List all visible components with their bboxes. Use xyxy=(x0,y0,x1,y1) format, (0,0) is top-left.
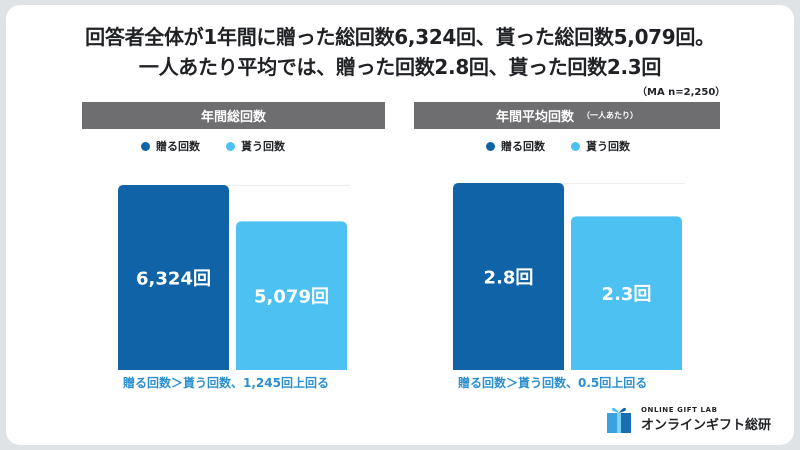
brand-name-ja: オンラインギフト総研 xyxy=(641,417,772,433)
brand-name-en: ONLINE GIFT LAB xyxy=(641,405,718,414)
legend-swatch-receive xyxy=(571,141,580,151)
legend-label-give: 贈る回数 xyxy=(501,140,545,153)
sample-note: （MA n=2,250） xyxy=(637,87,726,98)
legend-swatch-receive xyxy=(226,141,235,151)
title-line-2: 一人あたり平均では、贈った回数2.8回、貰った回数2.3回 xyxy=(138,55,662,79)
legend-label-receive: 貰う回数 xyxy=(241,140,285,153)
page-title: 回答者全体が1年間に贈った総回数6,324回、貰った総回数5,079回。 一人あ… xyxy=(0,22,800,82)
panel-header-average: 年間平均回数 （一人あたり） xyxy=(414,102,720,129)
panel-header-total: 年間総回数 xyxy=(82,102,385,129)
legend-item-give: 贈る回数 xyxy=(486,138,545,154)
title-line-1: 回答者全体が1年間に贈った総回数6,324回、貰った総回数5,079回。 xyxy=(85,25,715,49)
panel-header-total-label: 年間総回数 xyxy=(200,110,266,125)
bar-label-receive: 5,079回 xyxy=(254,287,329,308)
bar-receive xyxy=(236,221,347,370)
panel-header-average-label: 年間平均回数 xyxy=(495,110,574,125)
legend-label-receive: 貰う回数 xyxy=(586,140,630,153)
legend-average: 贈る回数 貰う回数 xyxy=(486,138,630,154)
bar-label-give: 6,324回 xyxy=(136,269,211,290)
bar-label-receive: 2.3回 xyxy=(602,284,652,305)
legend-swatch-give xyxy=(486,141,495,151)
legend-swatch-give xyxy=(141,141,150,151)
gift-icon xyxy=(607,407,631,433)
legend-total: 贈る回数 貰う回数 xyxy=(141,138,285,154)
caption-average: 贈る回数＞貰う回数、0.5回上回る xyxy=(458,376,648,390)
panel-header-average-sub: （一人あたり） xyxy=(582,111,638,120)
brand-logo: ONLINE GIFT LAB オンラインギフト総研 xyxy=(605,404,771,434)
chart-average: 2.8回 2.3回 xyxy=(453,183,685,370)
legend-item-give: 贈る回数 xyxy=(141,138,200,154)
legend-label-give: 贈る回数 xyxy=(156,140,200,153)
legend-item-receive: 貰う回数 xyxy=(571,138,630,154)
legend-item-receive: 貰う回数 xyxy=(226,138,285,154)
bar-label-give: 2.8回 xyxy=(484,268,534,289)
bar-give xyxy=(118,185,229,370)
bar-receive xyxy=(571,216,682,370)
caption-total: 贈る回数＞貰う回数、1,245回上回る xyxy=(123,376,329,390)
bar-give xyxy=(453,183,564,370)
chart-total: 6,324回 5,079回 xyxy=(118,185,350,370)
